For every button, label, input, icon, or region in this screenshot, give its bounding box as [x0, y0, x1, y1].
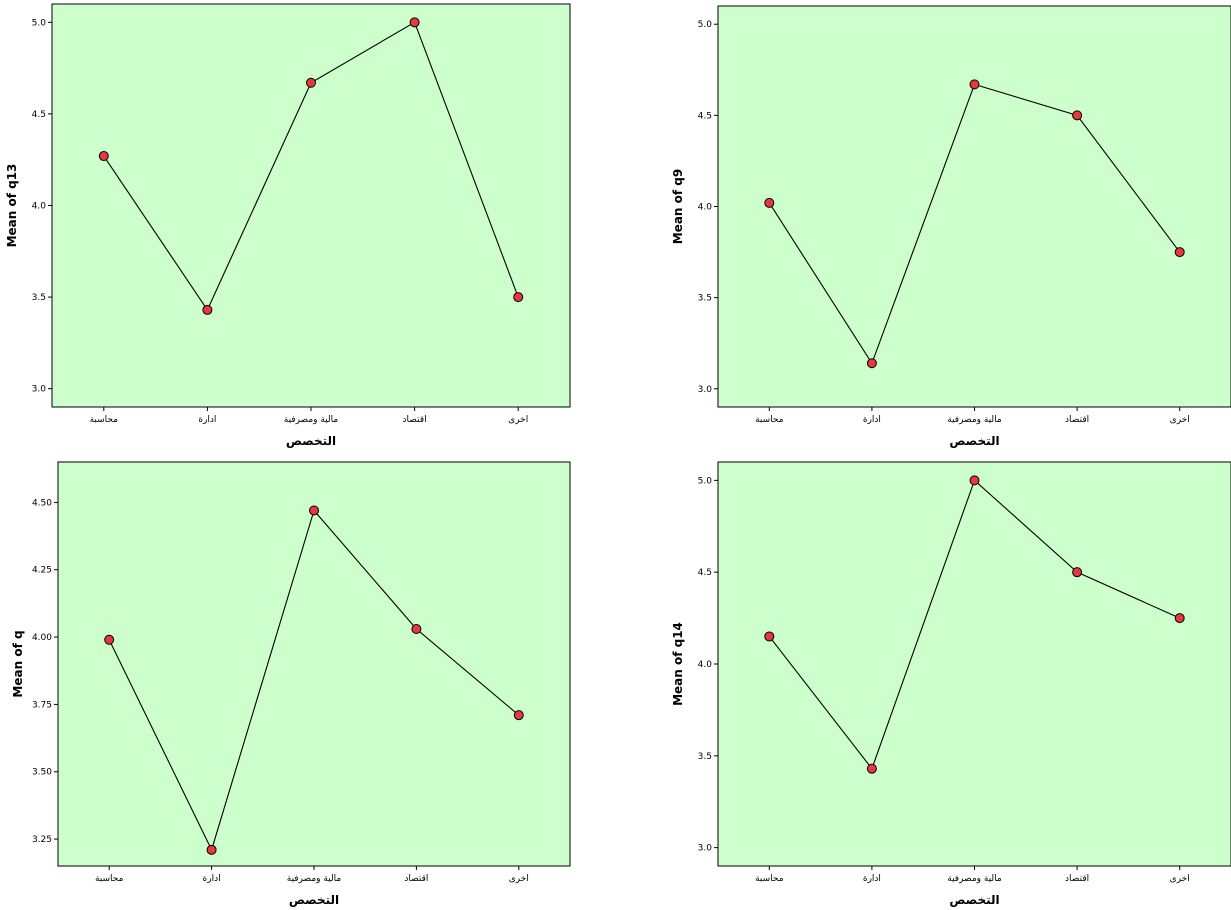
- data-point: [309, 505, 319, 516]
- y-tick-label: 3.5: [698, 294, 712, 304]
- x-tick-label: مالية ومصرفية: [947, 874, 1002, 884]
- data-point: [866, 763, 877, 774]
- data-point: [206, 844, 217, 855]
- x-tick-label: مالية ومصرفية: [287, 874, 342, 884]
- data-point: [513, 710, 524, 721]
- x-tick-label: اقتصاد: [403, 415, 427, 425]
- data-point: [104, 634, 115, 645]
- y-tick-label: 5.0: [698, 20, 713, 30]
- chart-panel-4: 3.0 3.5 4.0 4.5 5.0 محاسبة ادارة مالية ومصرفية ا…: [671, 461, 1231, 907]
- y-tick-label: 4.5: [32, 110, 46, 120]
- y-tick-label: 3.0: [32, 385, 47, 395]
- data-point: [409, 17, 420, 28]
- y-axis-title: Mean of q9: [671, 169, 685, 244]
- y-tick-label: 3.0: [698, 844, 713, 854]
- y-tick-label: 3.25: [32, 835, 52, 845]
- y-tick-label: 4.0: [698, 203, 713, 213]
- data-point: [306, 77, 316, 88]
- y-tick-label: 4.5: [698, 111, 712, 121]
- data-point: [98, 151, 109, 162]
- y-tick-label: 4.50: [32, 498, 52, 508]
- plot-area: [717, 461, 1231, 867]
- data-point: [1174, 247, 1185, 258]
- data-point: [513, 292, 524, 303]
- x-tick-label: محاسبة: [755, 874, 784, 884]
- x-tick-label: اخرى: [509, 874, 529, 884]
- y-tick-label: 4.0: [698, 660, 713, 670]
- data-point: [764, 631, 775, 642]
- x-tick-label: مالية ومصرفية: [284, 415, 339, 425]
- data-point: [969, 475, 980, 486]
- plot-area: [57, 461, 571, 867]
- x-tick-label: اقتصاد: [404, 874, 428, 884]
- x-tick-label: محاسبة: [755, 415, 784, 425]
- plot-area: [717, 5, 1231, 408]
- x-tick-label: ادارة: [863, 415, 881, 425]
- y-tick-label: 3.5: [32, 293, 46, 303]
- x-axis-title: التخصص: [286, 434, 336, 448]
- x-axis-title: التخصص: [949, 893, 999, 907]
- data-point: [411, 623, 422, 634]
- x-tick-label: اخرى: [508, 415, 528, 425]
- y-tick-label: 4.0: [32, 202, 47, 212]
- chart-panel-1: 3.0 3.5 4.0 4.5 5.0 محاسبة ادارة مالية ومصرفية ا…: [5, 3, 571, 448]
- y-axis-title: Mean of q14: [671, 622, 685, 706]
- x-tick-label: اخرى: [1170, 415, 1190, 425]
- chart-panel-3: 3.25 3.50 3.75 4.00 4.25 4.50 محاسبة ادارة مالية…: [11, 461, 571, 907]
- x-tick-label: اقتصاد: [1065, 415, 1089, 425]
- y-tick-label: 3.50: [32, 768, 52, 778]
- x-tick-label: ادارة: [863, 874, 881, 884]
- data-point: [1072, 567, 1083, 578]
- data-point: [1174, 613, 1185, 624]
- chart-panel-2: 3.0 3.5 4.0 4.5 5.0 محاسبة ادارة مالية ومصرفية ا…: [671, 5, 1231, 448]
- y-tick-label: 5.0: [698, 476, 713, 486]
- x-tick-label: محاسبة: [95, 874, 124, 884]
- y-tick-label: 3.75: [32, 700, 52, 710]
- y-tick-label: 4.5: [698, 568, 712, 578]
- y-axis-title: Mean of q: [11, 630, 25, 697]
- data-point: [202, 304, 213, 315]
- data-point: [764, 197, 775, 208]
- x-tick-label: اقتصاد: [1065, 874, 1089, 884]
- y-tick-label: 4.25: [32, 566, 52, 576]
- x-tick-label: مالية ومصرفية: [947, 415, 1002, 425]
- y-tick-label: 3.0: [698, 385, 713, 395]
- x-axis-title: التخصص: [289, 893, 339, 907]
- plot-area: [51, 3, 571, 408]
- x-tick-label: ادارة: [203, 874, 221, 884]
- data-point: [866, 358, 877, 369]
- x-tick-label: اخرى: [1170, 874, 1190, 884]
- y-tick-label: 5.0: [32, 18, 47, 28]
- y-axis-title: Mean of q13: [5, 164, 19, 248]
- x-tick-label: محاسبة: [90, 415, 119, 425]
- y-tick-label: 4.00: [32, 633, 52, 643]
- data-point: [969, 79, 980, 90]
- data-point: [1072, 110, 1083, 121]
- x-axis-title: التخصص: [949, 434, 999, 448]
- x-tick-label: ادارة: [198, 415, 216, 425]
- y-tick-label: 3.5: [698, 752, 712, 762]
